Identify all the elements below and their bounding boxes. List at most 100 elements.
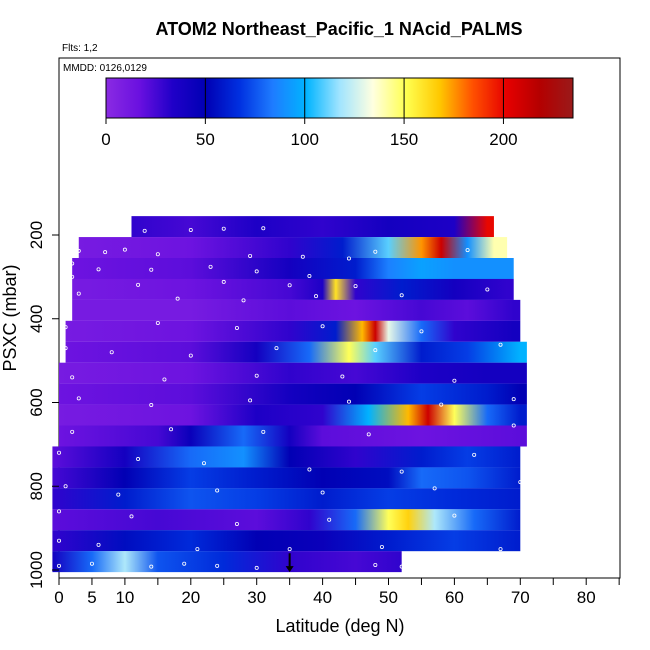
x-tick-label: 60 bbox=[445, 588, 464, 607]
sample-marker bbox=[419, 329, 424, 334]
sample-marker bbox=[169, 427, 174, 432]
sample-marker bbox=[287, 283, 292, 288]
sample-marker bbox=[373, 249, 378, 254]
heatmap-row bbox=[52, 509, 521, 531]
sample-marker bbox=[188, 227, 193, 232]
sample-marker bbox=[307, 467, 312, 472]
x-tick-label: 20 bbox=[181, 588, 200, 607]
sample-marker bbox=[346, 399, 351, 404]
sample-marker bbox=[511, 397, 516, 402]
sample-marker bbox=[57, 563, 62, 568]
sample-marker bbox=[261, 226, 266, 231]
sample-marker bbox=[320, 324, 325, 329]
sample-marker bbox=[76, 396, 81, 401]
sample-marker bbox=[136, 457, 141, 462]
heatmap-row bbox=[59, 425, 527, 447]
sample-marker bbox=[300, 254, 305, 259]
sample-marker bbox=[518, 480, 523, 485]
heatmap-row bbox=[131, 216, 494, 238]
sample-marker bbox=[89, 561, 94, 566]
sample-marker bbox=[136, 282, 141, 287]
sample-marker bbox=[76, 248, 81, 253]
sample-marker bbox=[175, 296, 180, 301]
y-tick-label: 400 bbox=[27, 305, 46, 333]
sample-marker bbox=[57, 538, 62, 543]
heatmap-row bbox=[65, 320, 521, 342]
sample-marker bbox=[465, 248, 470, 253]
sample-marker bbox=[366, 432, 371, 437]
measurement-arrow bbox=[285, 553, 294, 573]
sample-marker bbox=[149, 267, 154, 272]
sample-marker bbox=[215, 563, 220, 568]
x-tick-label: 40 bbox=[313, 588, 332, 607]
plot-frame bbox=[58, 57, 621, 579]
y-tick-label: 600 bbox=[27, 388, 46, 416]
sample-marker bbox=[122, 247, 127, 252]
sample-marker bbox=[63, 346, 68, 351]
sample-marker bbox=[472, 452, 477, 457]
sample-marker bbox=[234, 521, 239, 526]
sample-marker bbox=[241, 298, 246, 303]
colorbar bbox=[105, 77, 574, 119]
sample-marker bbox=[346, 256, 351, 261]
heatmap-row bbox=[78, 237, 508, 259]
sample-marker bbox=[399, 293, 404, 298]
sample-marker bbox=[439, 402, 444, 407]
sample-marker bbox=[57, 450, 62, 455]
sample-marker bbox=[149, 403, 154, 408]
y-tick-label: 200 bbox=[27, 221, 46, 249]
sample-marker bbox=[63, 484, 68, 489]
sample-marker bbox=[248, 253, 253, 258]
heatmap-row bbox=[72, 258, 514, 279]
sample-marker bbox=[57, 509, 62, 514]
sample-marker bbox=[373, 348, 378, 353]
chart-title: ATOM2 Northeast_Pacific_1 NAcid_PALMS bbox=[155, 19, 522, 39]
heatmap-row bbox=[59, 404, 527, 426]
heatmap-row bbox=[59, 383, 527, 405]
sample-marker bbox=[155, 320, 160, 325]
x-axis-label: Latitude (deg N) bbox=[275, 616, 404, 636]
sample-marker bbox=[221, 279, 226, 284]
sample-marker bbox=[234, 325, 239, 330]
heatmap-row bbox=[72, 299, 521, 321]
sample-marker bbox=[96, 542, 101, 547]
heatmap-row bbox=[72, 278, 514, 300]
x-tick-label: 5 bbox=[87, 588, 96, 607]
sample-marker bbox=[63, 325, 68, 330]
x-tick-label: 0 bbox=[54, 588, 63, 607]
flights-note: Flts: 1,2 bbox=[62, 43, 98, 54]
sample-marker bbox=[221, 226, 226, 231]
sample-marker bbox=[340, 374, 345, 379]
sample-marker bbox=[320, 490, 325, 495]
sample-marker bbox=[307, 274, 312, 279]
heatmap-row bbox=[52, 488, 521, 510]
sample-marker bbox=[248, 398, 253, 403]
sample-marker bbox=[162, 377, 167, 382]
sample-marker bbox=[379, 544, 384, 549]
sample-marker bbox=[70, 261, 75, 266]
sample-marker bbox=[188, 353, 193, 358]
x-tick-label: 70 bbox=[511, 588, 530, 607]
colorbar-ticks: 0 50 100 150 200 bbox=[101, 78, 518, 149]
y-axis-label: PSXC (mbar) bbox=[0, 264, 20, 371]
sample-marker bbox=[314, 294, 319, 299]
x-axis: 0 5 10 20 30 40 50 60 70 80 bbox=[54, 578, 620, 607]
colorbar-tick-label: 0 bbox=[101, 130, 110, 149]
heatmap-row bbox=[52, 446, 521, 468]
sample-marker bbox=[498, 547, 503, 552]
sample-marker bbox=[274, 346, 279, 351]
sample-marker bbox=[215, 488, 220, 493]
colorbar-tick-label: 100 bbox=[291, 130, 319, 149]
colorbar-tick-label: 50 bbox=[196, 130, 215, 149]
y-axis: 200 400 600 800 1000 bbox=[27, 221, 59, 589]
sample-marker bbox=[208, 264, 213, 269]
heatmap-row bbox=[52, 467, 521, 489]
heatmap-row bbox=[52, 551, 402, 573]
sample-marker bbox=[70, 429, 75, 434]
sample-marker bbox=[195, 547, 200, 552]
arrow-head bbox=[285, 566, 294, 573]
sample-marker bbox=[485, 287, 490, 292]
x-tick-label: 80 bbox=[577, 588, 596, 607]
sample-marker bbox=[142, 228, 147, 233]
